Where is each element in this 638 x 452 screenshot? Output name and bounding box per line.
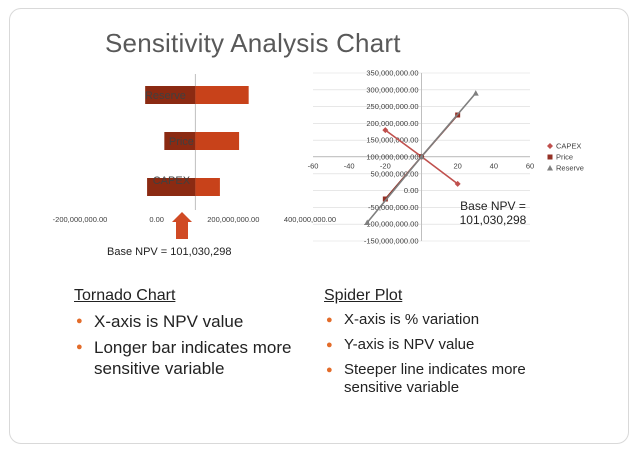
legend-label: Reserve [556, 164, 584, 173]
bullet-dot-icon: ● [326, 364, 333, 376]
tornado-notes: Tornado Chart ● X-axis is NPV value ● Long… [74, 287, 294, 384]
spider-heading: Spider Plot [324, 287, 403, 304]
tornado-category-label: Reserve [145, 90, 186, 102]
tornado-x-tick-label: 200,000,000.00 [207, 215, 259, 224]
tornado-x-tick-label: 400,000,000.00 [284, 215, 336, 224]
spider-bullet-text: Y-axis is NPV value [344, 336, 475, 353]
spider-x-tick-label: -20 [380, 162, 391, 171]
spider-bullet: ● Y-axis is NPV value [324, 336, 554, 354]
tornado-category-label: CAPEX [153, 175, 191, 187]
tornado-bar-low-reserve [145, 86, 196, 104]
slide-frame [9, 8, 629, 444]
legend-label: CAPEX [556, 142, 581, 151]
spider-x-tick-label: -40 [344, 162, 355, 171]
spider-chart: 350,000,000.00 300,000,000.00 250,000,000.… [308, 69, 584, 246]
legend-marker-capex [547, 143, 553, 149]
spider-y-tick-label: 250,000,000.00 [366, 102, 418, 111]
tornado-bar-low-capex [147, 178, 196, 196]
spider-y-tick-label: -150,000,000.00 [364, 237, 419, 246]
spider-point-reserve [472, 90, 479, 96]
spider-point-reserve [364, 219, 371, 226]
spider-bullet-text: X-axis is % variation [344, 311, 480, 328]
bullet-dot-icon: ● [76, 341, 83, 353]
spider-x-tick-label: 60 [526, 162, 534, 171]
spider-bullet: ● Steeper line indicates more sensitive v… [324, 361, 554, 397]
spider-point-capex [454, 180, 461, 187]
tornado-bar-high-capex [195, 178, 220, 196]
tornado-base-npv-annotation: Base NPV = 101,030,298 [107, 246, 232, 258]
spider-y-tick-label: -50,000,000.00 [368, 203, 418, 212]
legend-marker-price [547, 154, 553, 160]
bullet-dot-icon: ● [326, 314, 333, 326]
tornado-bullet-text: Longer bar indicates more sensitive vari… [94, 338, 292, 378]
tornado-bar-high-reserve [195, 86, 249, 104]
tornado-x-tick-label: -200,000,000.00 [53, 215, 108, 224]
spider-point-reserve [418, 153, 425, 160]
tornado-bar-high-price [195, 132, 240, 150]
spider-y-tick-label: 200,000,000.00 [366, 119, 418, 128]
bullet-dot-icon: ● [326, 339, 333, 351]
spider-x-tick-label: -60 [308, 162, 319, 171]
tornado-bar-low-price [164, 132, 196, 150]
spider-base-npv-annotation: Base NPV = 101,030,298 [459, 199, 527, 227]
slide-title: Sensitivity Analysis Chart [105, 28, 401, 58]
spider-y-tick-label: 50,000,000.00 [371, 169, 419, 178]
tornado-chart: Reserve Price CAPEX -200,000,000.00 0.00 200… [53, 74, 336, 224]
spider-x-tick-label: 40 [490, 162, 498, 171]
bullet-dot-icon: ● [76, 315, 83, 327]
tornado-heading: Tornado Chart [74, 287, 176, 304]
spider-y-tick-label: -100,000,000.00 [364, 220, 419, 229]
spider-notes: Spider Plot ● X-axis is % variation ● Y-ax… [324, 287, 554, 404]
tornado-bullet: ● X-axis is NPV value [74, 311, 294, 332]
legend-marker-reserve [547, 165, 553, 171]
base-npv-arrow-icon [172, 212, 192, 239]
spider-point-price [382, 196, 388, 202]
tornado-x-tick-label: 0.00 [149, 215, 164, 224]
spider-bullet: ● X-axis is % variation [324, 311, 554, 329]
spider-bullet-text: Steeper line indicates more sensitive va… [344, 361, 526, 396]
spider-y-tick-label: 300,000,000.00 [366, 85, 418, 94]
tornado-category-label: Price [169, 136, 194, 148]
tornado-bullet: ● Longer bar indicates more sensitive var… [74, 337, 294, 379]
spider-point-capex [382, 127, 389, 134]
spider-y-tick-label: 0.00 [404, 186, 419, 195]
spider-x-tick-label: 20 [453, 162, 461, 171]
legend-label: Price [556, 153, 573, 162]
spider-y-tick-label: 150,000,000.00 [366, 136, 418, 145]
spider-y-tick-label: 100,000,000.00 [366, 153, 418, 162]
tornado-bullet-text: X-axis is NPV value [94, 312, 244, 331]
spider-y-tick-label: 350,000,000.00 [366, 69, 418, 78]
